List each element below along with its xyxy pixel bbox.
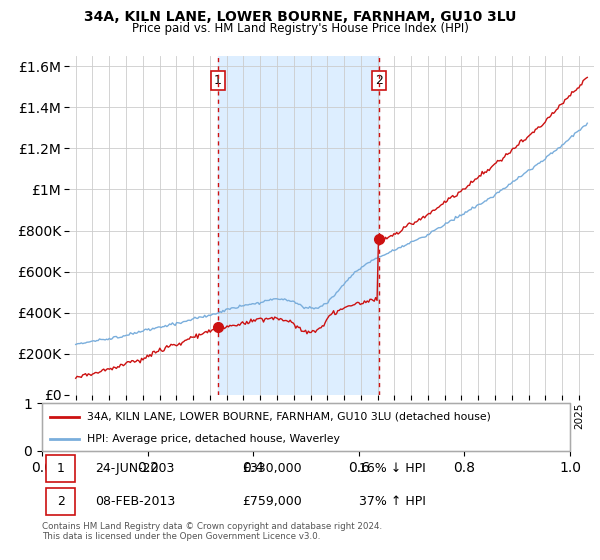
Text: Price paid vs. HM Land Registry's House Price Index (HPI): Price paid vs. HM Land Registry's House … [131,22,469,35]
Text: 2: 2 [57,496,65,508]
Text: 16% ↓ HPI: 16% ↓ HPI [359,462,425,475]
Text: Contains HM Land Registry data © Crown copyright and database right 2024.
This d: Contains HM Land Registry data © Crown c… [42,522,382,542]
Text: 37% ↑ HPI: 37% ↑ HPI [359,496,425,508]
Text: 34A, KILN LANE, LOWER BOURNE, FARNHAM, GU10 3LU: 34A, KILN LANE, LOWER BOURNE, FARNHAM, G… [84,10,516,24]
Text: HPI: Average price, detached house, Waverley: HPI: Average price, detached house, Wave… [87,434,340,444]
Text: 34A, KILN LANE, LOWER BOURNE, FARNHAM, GU10 3LU (detached house): 34A, KILN LANE, LOWER BOURNE, FARNHAM, G… [87,412,491,422]
Text: 24-JUN-2003: 24-JUN-2003 [95,462,174,475]
Text: 08-FEB-2013: 08-FEB-2013 [95,496,175,508]
Bar [46,488,75,515]
Text: 1: 1 [214,74,221,87]
Text: £759,000: £759,000 [242,496,302,508]
Text: 2: 2 [375,74,383,87]
Bar [46,455,75,482]
Text: 1: 1 [57,462,65,475]
Bar [218,56,379,395]
Text: £330,000: £330,000 [242,462,302,475]
